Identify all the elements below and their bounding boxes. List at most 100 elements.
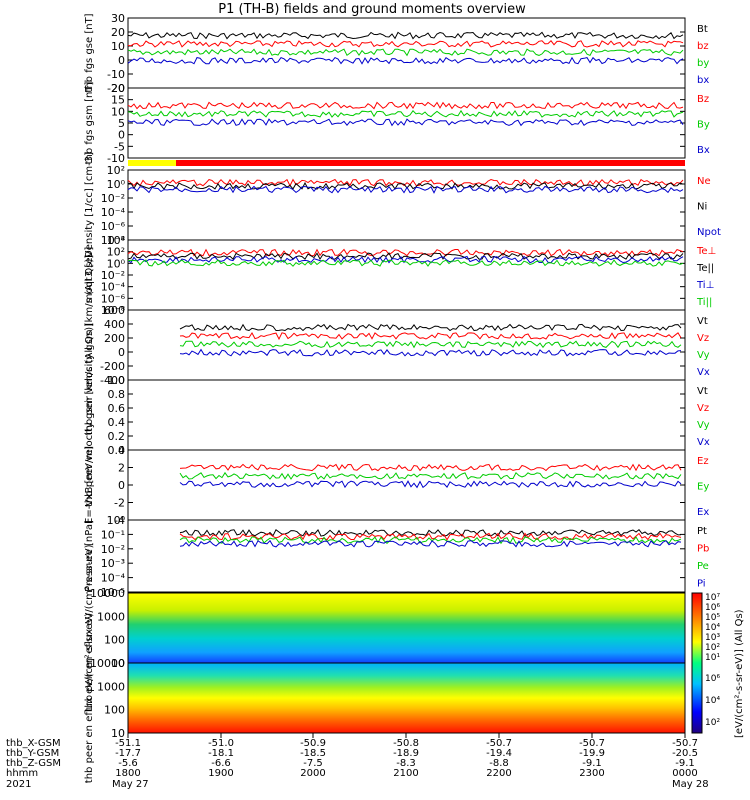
tick-label: 10⁴ [107, 234, 126, 247]
tick-label: 1000 [97, 610, 125, 623]
legend-Vt: Vt [697, 386, 708, 397]
tick-label: -10 [107, 68, 125, 81]
time-row-value: -50.7 [486, 738, 512, 749]
colorbar-tick: 10⁶ [705, 674, 720, 684]
panel-10: 10000 1000 100 10 thb peer en eflux eV/(cm²-… [84, 613, 685, 783]
time-row-value: -19.9 [579, 748, 605, 759]
year-label: 2021 [6, 779, 31, 790]
colorbar-tick: 10¹ [705, 653, 720, 663]
tick-label: 20 [111, 82, 125, 95]
tick-label: 10⁻⁴ [101, 206, 126, 219]
date-start: May 27 [112, 779, 149, 790]
legend-Pb: Pb [697, 544, 709, 555]
mode-bar-yellow [128, 160, 176, 166]
tick-label: 10⁻⁵ [101, 586, 125, 599]
tick-label: 0.0 [108, 444, 126, 457]
figure-title: P1 (TH-B) fields and ground moments over… [218, 2, 526, 17]
tick-label: -5 [114, 140, 125, 153]
tick-label: 10 [111, 105, 125, 118]
tick-label: -20 [107, 82, 125, 95]
tick-label: 10⁻² [101, 192, 125, 205]
legend-Vy: Vy [697, 350, 710, 361]
series-Bt [127, 31, 684, 40]
tick-label: -400 [100, 374, 125, 387]
tick-label: 10⁻⁴ [101, 572, 126, 585]
time-row-value: -9.1 [675, 758, 695, 769]
series-Vx [179, 348, 682, 357]
time-row-value: -50.9 [300, 738, 326, 749]
colorbar-tick: 10⁴ [705, 696, 720, 706]
time-row-label: thb_Z-GSM [6, 758, 61, 769]
tick-label: 10 [111, 40, 125, 53]
tick-label: 15 [111, 94, 125, 107]
legend-Vx: Vx [697, 437, 710, 448]
legend-bx: bx [697, 75, 709, 86]
time-row-value: -50.7 [579, 738, 605, 749]
tick-label: -4 [114, 514, 125, 527]
time-row-value: 1900 [208, 768, 233, 779]
y-axis-label: Pressure [nPa] [84, 520, 95, 592]
legend-Pe: Pe [697, 561, 709, 572]
legend-Ti||: Ti|| [696, 297, 712, 308]
time-row-value: -17.7 [115, 748, 141, 759]
series-Te|| [127, 252, 684, 260]
colorbar-tick: 10² [705, 643, 720, 653]
time-row-value: -18.5 [300, 748, 326, 759]
time-row-value: -7.5 [303, 758, 323, 769]
time-row-value: -20.5 [672, 748, 698, 759]
panel-6: 1.00.80.60.40.20.0 thb peer velocity gsm … [84, 323, 710, 507]
tick-label: 10⁻² [101, 269, 125, 282]
y-axis-label: E=-VxB [mV/m] [84, 446, 95, 524]
tick-label: 400 [104, 318, 125, 331]
tick-label: 10⁻⁸ [101, 304, 126, 317]
tick-label: 10² [107, 246, 125, 259]
series-Ex [179, 480, 682, 489]
tick-label: 100 [104, 634, 125, 647]
y-axis-label: thb peir en eflux eV/(cm²-s-sr-eV) [84, 544, 95, 711]
time-row-label: hhmm [6, 768, 38, 779]
series-Bx [127, 118, 684, 127]
tick-label: -2 [114, 497, 125, 510]
tick-label: 0.4 [108, 416, 126, 429]
tick-label: 1.0 [108, 374, 126, 387]
time-row-value: -5.6 [118, 758, 138, 769]
tick-label: 10⁻³ [101, 557, 125, 570]
series-Npot [127, 185, 684, 194]
time-row-value: 2100 [393, 768, 418, 779]
series-Pe [179, 536, 682, 545]
tick-label: 10000 [90, 587, 125, 600]
legend-Te⊥: Te⊥ [696, 246, 716, 257]
tick-label: 0 [118, 479, 125, 492]
tick-label: 10⁻⁸ [101, 234, 126, 247]
series-Ti⊥ [127, 255, 684, 264]
series-Ey [179, 471, 682, 480]
time-row-value: 0000 [672, 768, 697, 779]
time-row-value: 2300 [579, 768, 604, 779]
tick-label: 0 [118, 346, 125, 359]
legend-Ez: Ez [697, 456, 709, 467]
y-axis-label: thb fgs gse [nT] [84, 13, 95, 92]
tick-label: 10⁻² [101, 543, 125, 556]
tick-label: 2 [118, 462, 125, 475]
time-row-value: -9.1 [582, 758, 602, 769]
legend-Vt: Vt [697, 316, 708, 327]
y-axis-label: thb peer velocity gsm [km/s (All Qs)] [84, 323, 95, 507]
series-Ne [127, 178, 684, 187]
y-axis-label: thb fgs gsm [nT] [84, 82, 95, 165]
y-axis-label: Density [1/cc] [cm-3] [84, 152, 95, 258]
tick-label: 100 [104, 704, 125, 717]
time-axis: thb_X-GSM -51.1 -51.0 -50.9 -50.8 -50.7 -50.7-… [6, 733, 709, 790]
tick-label: 1000 [97, 680, 125, 693]
tick-label: 10⁰ [107, 257, 126, 270]
series-bx [127, 56, 684, 65]
tick-label: 10000 [90, 657, 125, 670]
tick-label: 10⁻⁶ [101, 292, 126, 305]
legend-Bz: Bz [697, 94, 709, 105]
legend-Bx: Bx [697, 145, 710, 156]
